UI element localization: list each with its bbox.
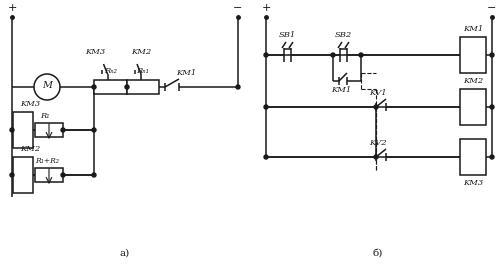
Bar [460,89,486,125]
Text: +: + [262,3,270,13]
Circle shape [331,53,335,57]
Circle shape [10,128,14,132]
Bar [460,139,486,175]
Text: KV2: KV2 [369,139,387,147]
Circle shape [92,173,96,177]
Text: Rₙ₁: Rₙ₁ [136,67,149,75]
Text: Rₙ₂: Rₙ₂ [104,67,117,75]
Circle shape [264,155,268,159]
Circle shape [490,155,494,159]
Text: KM2: KM2 [463,77,483,85]
Bar [94,80,127,94]
Circle shape [125,85,129,89]
Circle shape [10,173,14,177]
Text: KM1: KM1 [331,86,351,94]
Text: KM2: KM2 [131,48,151,56]
Text: KM3: KM3 [463,179,483,187]
Text: SB2: SB2 [334,31,351,39]
Text: KV1: KV1 [369,89,387,97]
Circle shape [92,128,96,132]
Circle shape [374,155,378,159]
Text: а): а) [120,249,130,258]
Text: −: − [234,3,242,13]
Circle shape [34,74,60,100]
Bar [460,37,486,73]
Text: KM3: KM3 [20,100,40,108]
Text: KM1: KM1 [463,25,483,33]
Bar [13,112,33,148]
Circle shape [61,128,65,132]
Circle shape [264,53,268,57]
Circle shape [490,105,494,109]
Text: KM3: KM3 [86,48,105,56]
Bar [35,168,63,182]
Circle shape [264,105,268,109]
Circle shape [236,85,240,89]
Text: б): б) [373,249,383,258]
Bar [35,123,63,137]
Circle shape [92,85,96,89]
Text: KM2: KM2 [20,145,40,153]
Text: R₁: R₁ [40,112,50,120]
Circle shape [490,53,494,57]
Bar [127,80,159,94]
Bar [13,157,33,193]
Text: SB1: SB1 [278,31,295,39]
Circle shape [374,105,378,109]
Text: +: + [8,3,16,13]
Circle shape [359,53,363,57]
Text: KM1: KM1 [176,69,196,77]
Circle shape [61,173,65,177]
Text: M: M [42,82,52,91]
Text: −: − [488,3,496,13]
Text: R₁+R₂: R₁+R₂ [35,157,59,165]
